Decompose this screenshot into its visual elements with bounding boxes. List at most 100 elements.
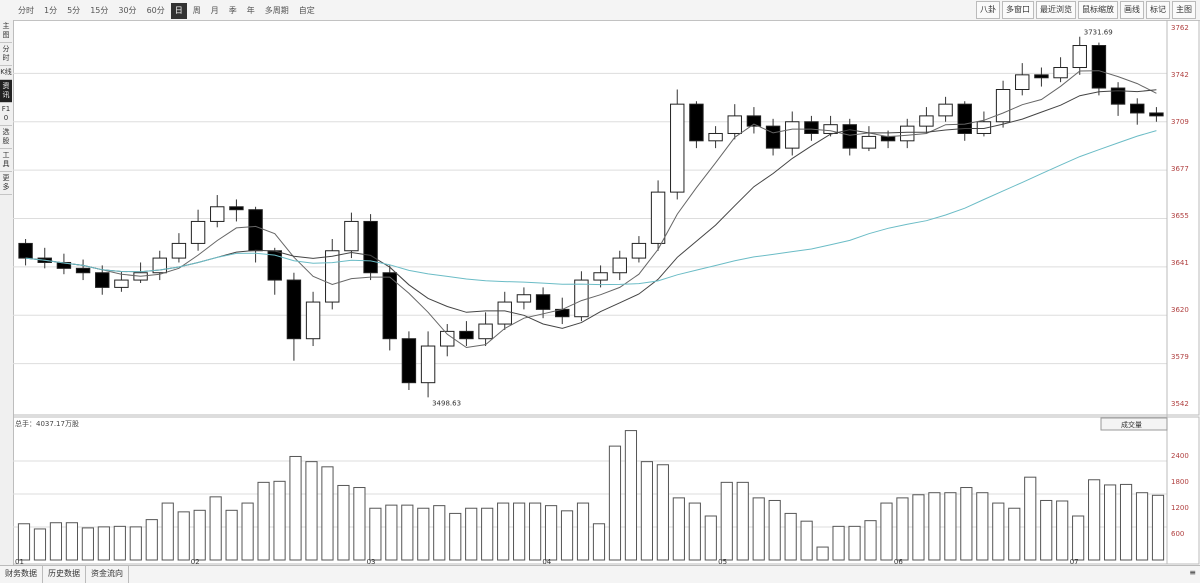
candle-body <box>18 242 33 259</box>
sidebar-tab[interactable]: 主图 <box>0 20 12 43</box>
price-panel-frame <box>13 20 1200 416</box>
candle-body <box>114 279 129 288</box>
candle-body <box>976 121 992 134</box>
sidebar-tab[interactable]: 选股 <box>0 126 12 149</box>
volume-bar <box>720 481 733 561</box>
volume-bar <box>976 492 989 561</box>
month-label: 07 <box>1070 558 1079 565</box>
candle-body <box>938 103 953 117</box>
volume-panel-frame <box>13 416 1200 565</box>
candle-body <box>516 294 532 303</box>
price-tick: 3677 <box>1171 165 1189 173</box>
candle-body <box>171 242 187 259</box>
period-tab[interactable]: 年 <box>246 6 255 15</box>
period-tab[interactable]: 15分 <box>90 6 109 15</box>
status-tab[interactable]: 财务数据 <box>0 566 43 583</box>
volume-bar <box>257 481 270 561</box>
sidebar-tab[interactable]: 工具 <box>0 149 12 172</box>
price-tick: 3542 <box>1171 400 1189 408</box>
toolbar-actions: 八卦 多窗口 最近浏览 鼠标缩放 画线 标记 主图 <box>976 1 1196 19</box>
month-label: 04 <box>542 558 551 565</box>
candle-body <box>919 115 934 127</box>
candle-body <box>286 279 302 340</box>
price-tick: 3641 <box>1171 259 1189 267</box>
status-tab[interactable]: 历史数据 <box>43 566 86 583</box>
period-tab[interactable]: 多周期 <box>264 6 289 15</box>
volume-bar <box>177 511 190 561</box>
candle-body <box>305 301 321 340</box>
period-tab[interactable]: 5分 <box>67 6 81 15</box>
candle-body <box>995 89 1011 123</box>
ma-line <box>25 70 1157 349</box>
period-tab[interactable]: 60分 <box>146 6 165 15</box>
volume-bar <box>481 507 494 561</box>
volume-bar <box>385 504 398 561</box>
period-tab[interactable]: 1分 <box>44 6 58 15</box>
candle-body <box>1072 45 1087 69</box>
kline-chart[interactable]: 3762 3742 3709 3677 3655 3641 3620 3579 3542 3731… <box>13 20 1200 565</box>
volume-bar <box>656 464 669 561</box>
volume-bar <box>784 512 797 561</box>
period-tab[interactable]: 季 <box>228 6 237 15</box>
toolbar-button[interactable]: 多窗口 <box>1002 1 1034 19</box>
volume-bar <box>800 520 813 561</box>
volume-bar <box>704 515 717 561</box>
volume-bar <box>928 492 941 561</box>
period-tab[interactable]: 日 <box>170 3 187 19</box>
period-tab[interactable]: 分时 <box>18 6 34 15</box>
sidebar-tab[interactable]: 分时 <box>0 43 12 66</box>
volume-bar <box>193 509 206 561</box>
candle-body <box>708 132 723 142</box>
candle-body <box>75 267 91 274</box>
sidebar-tab[interactable]: 资讯 <box>0 80 12 103</box>
volume-bar <box>289 455 302 561</box>
volume-bar <box>1008 507 1021 561</box>
price-tick: 3742 <box>1171 71 1189 79</box>
menu-icon[interactable]: ≡ <box>1189 568 1196 577</box>
volume-bar <box>880 502 893 561</box>
candle-body <box>1130 103 1145 114</box>
volume-bar <box>992 502 1005 561</box>
toolbar-button[interactable]: 画线 <box>1120 1 1144 19</box>
toolbar-button[interactable]: 最近浏览 <box>1036 1 1076 19</box>
toolbar-button[interactable]: 八卦 <box>976 1 1000 19</box>
period-tab[interactable]: 周 <box>192 6 201 15</box>
volume-bar <box>337 484 350 561</box>
period-tab[interactable]: 自定 <box>298 6 315 15</box>
volume-bar <box>752 497 765 561</box>
volume-bar <box>97 526 110 561</box>
toolbar-button[interactable]: 鼠标缩放 <box>1078 1 1118 19</box>
candle-body <box>420 345 436 384</box>
candle-body <box>861 135 877 149</box>
candle-body <box>842 124 857 149</box>
period-tab[interactable]: 月 <box>210 6 219 15</box>
status-tab[interactable]: 资金流向 <box>86 566 129 583</box>
volume-bar <box>113 525 126 561</box>
candle-body <box>497 301 512 325</box>
candle-body <box>746 115 762 127</box>
volume-tick: 2400 <box>1171 452 1189 460</box>
volume-bar <box>145 519 158 561</box>
month-label: 05 <box>718 558 727 565</box>
volume-bar <box>896 497 909 561</box>
volume-bar <box>624 430 638 561</box>
toolbar-button[interactable]: 主图 <box>1172 1 1196 19</box>
price-tick: 3655 <box>1171 212 1189 220</box>
candle-body <box>823 124 838 134</box>
candle-body <box>727 115 742 134</box>
toolbar-button[interactable]: 标记 <box>1146 1 1170 19</box>
sidebar-tab[interactable]: 更多 <box>0 172 12 195</box>
candle-body <box>1091 45 1107 89</box>
candle-body <box>382 272 397 340</box>
period-tab[interactable]: 30分 <box>118 6 137 15</box>
volume-button-label: 成交量 <box>1121 420 1142 429</box>
volume-bar <box>560 510 574 561</box>
sidebar-tab[interactable]: K线 <box>0 66 12 80</box>
volume-bar <box>544 505 558 561</box>
sidebar-tab[interactable]: F10 <box>0 103 12 126</box>
left-sidebar: 主图 分时 K线 资讯 F10 选股 工具 更多 <box>0 20 14 565</box>
volume-bar <box>592 523 606 561</box>
candle-body <box>574 279 589 318</box>
candle-body <box>957 103 972 134</box>
candle-body <box>650 191 666 244</box>
